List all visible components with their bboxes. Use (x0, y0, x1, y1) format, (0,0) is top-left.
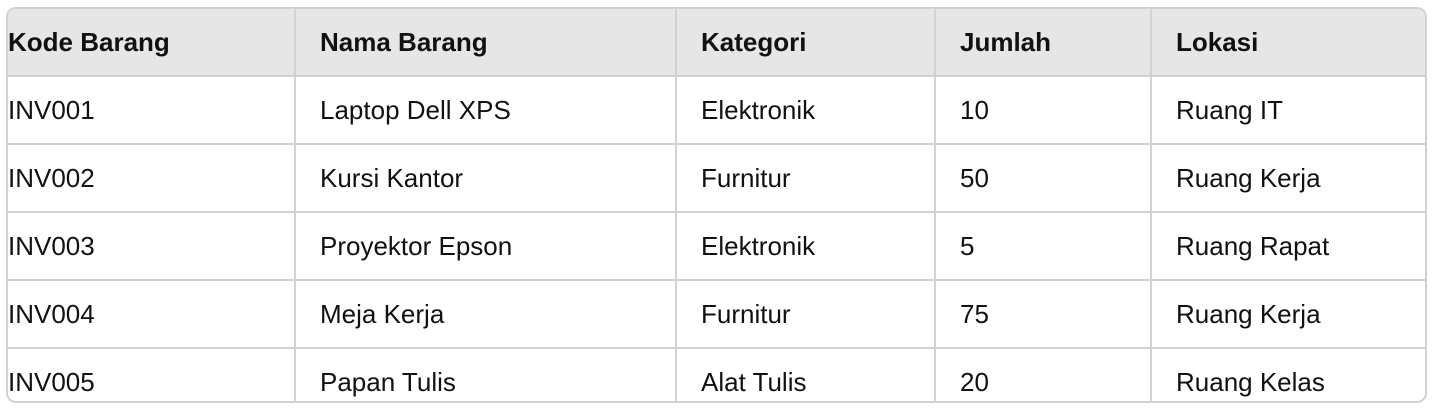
cell-kode-barang: INV005 (8, 348, 296, 401)
cell-kode-barang: INV003 (8, 212, 296, 281)
cell-kode-barang: INV004 (8, 280, 296, 349)
column-header-jumlah[interactable]: Jumlah (935, 9, 1152, 77)
cell-kode-barang: INV001 (8, 76, 296, 145)
cell-lokasi: Ruang Kerja (1151, 144, 1425, 213)
cell-lokasi: Ruang Kelas (1176, 366, 1325, 397)
table-header-row: Kode Barang Nama Barang Kategori Jumlah Loka… (8, 9, 1425, 77)
cell-jumlah: 20 (935, 348, 1152, 401)
inventory-table: Kode Barang Nama Barang Kategori Jumlah Loka… (8, 9, 1425, 401)
inventory-table-container: Kode Barang Nama Barang Kategori Jumlah Loka… (6, 7, 1427, 403)
cell-jumlah: 5 (935, 212, 1152, 281)
cell-nama-barang: Proyektor Epson (295, 212, 677, 281)
cell-nama-barang: Kursi Kantor (295, 144, 677, 213)
cell-jumlah: 10 (935, 76, 1152, 145)
column-header-kategori[interactable]: Kategori (676, 9, 936, 77)
table-row: INV005 Papan Tulis Alat Tulis 20 Ruang Kelas (8, 348, 1425, 401)
column-header-nama-barang[interactable]: Nama Barang (295, 9, 677, 77)
table-row: INV001 Laptop Dell XPS Elektronik 10 Ruang I… (8, 76, 1425, 145)
table-row: INV004 Meja Kerja Furnitur 75 Ruang Kerja (8, 280, 1425, 349)
cell-nama-barang: Papan Tulis (295, 348, 677, 401)
column-header-lokasi[interactable]: Lokasi (1151, 9, 1425, 77)
column-header-kode-barang[interactable]: Kode Barang (8, 9, 296, 77)
cell-kategori: Alat Tulis (676, 348, 936, 401)
cell-nama-barang: Laptop Dell XPS (295, 76, 677, 145)
cell-jumlah: 50 (935, 144, 1152, 213)
table-row: INV002 Kursi Kantor Furnitur 50 Ruang Kerja (8, 144, 1425, 213)
cell-lokasi: Ruang Kerja (1151, 280, 1425, 349)
cell-lokasi: Ruang IT (1151, 76, 1425, 145)
cell-kategori: Elektronik (676, 212, 936, 281)
cell-kategori: Furnitur (676, 144, 936, 213)
cell-lokasi: Ruang Rapat (1151, 212, 1425, 281)
cell-kategori: Elektronik (676, 76, 936, 145)
cell-kategori: Furnitur (676, 280, 936, 349)
cell-jumlah: 75 (935, 280, 1152, 349)
table-row: INV003 Proyektor Epson Elektronik 5 Ruang Ra… (8, 212, 1425, 281)
cell-nama-barang: Meja Kerja (295, 280, 677, 349)
cell-kode-barang: INV002 (8, 144, 296, 213)
